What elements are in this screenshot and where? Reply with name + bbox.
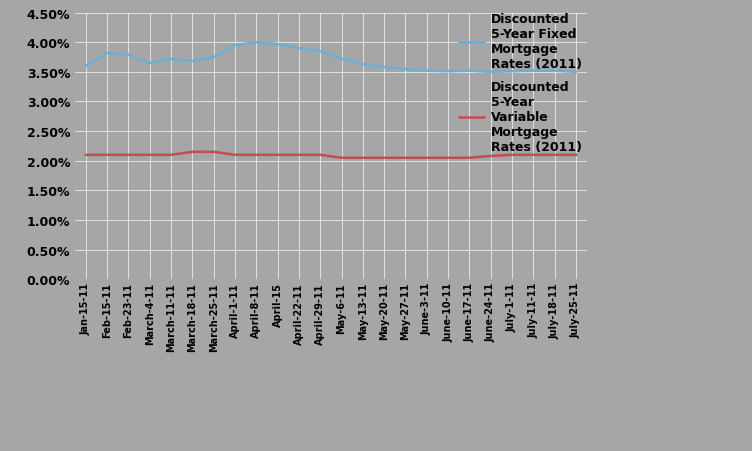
Legend: Discounted
5-Year Fixed
Mortgage
Rates (2011), Discounted
5-Year
Variable
Mortga: Discounted 5-Year Fixed Mortgage Rates (… <box>454 8 587 159</box>
